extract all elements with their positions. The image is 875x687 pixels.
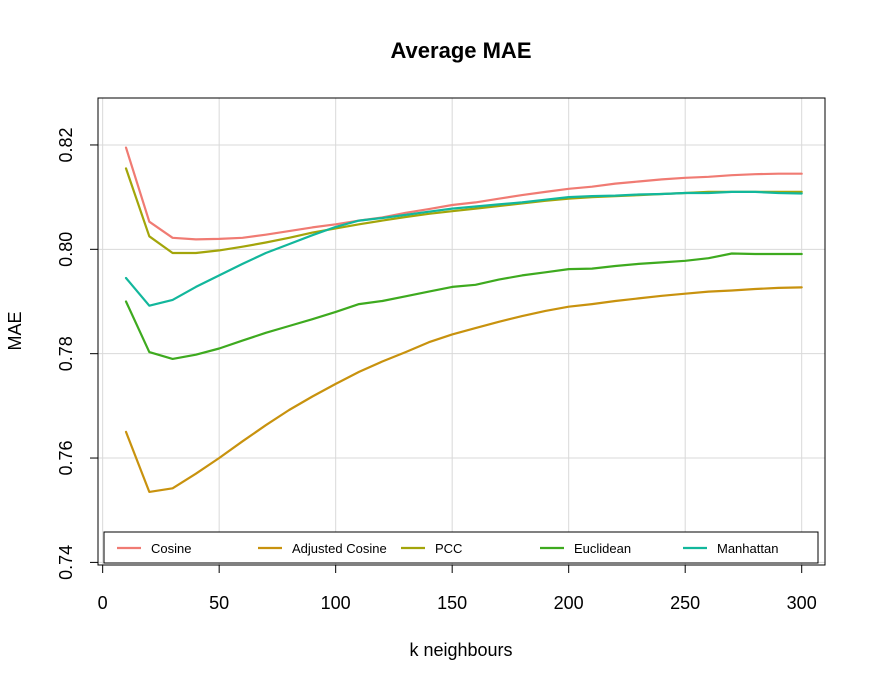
series-line-cosine — [124, 146, 803, 241]
y-tick-label-0: 0.74 — [56, 545, 76, 580]
x-tick-label-4: 200 — [554, 593, 584, 613]
x-tick-label-0: 0 — [98, 593, 108, 613]
y-tick-label-3: 0.80 — [56, 232, 76, 267]
x-tick-label-1: 50 — [209, 593, 229, 613]
series-lines — [124, 146, 803, 493]
legend-box — [103, 531, 819, 564]
y-tick-label-1: 0.76 — [56, 440, 76, 475]
legend-label-manhattan: Manhattan — [717, 541, 778, 556]
x-tick-label-2: 100 — [321, 593, 351, 613]
legend-label-euclidean: Euclidean — [574, 541, 631, 556]
x-axis-label: k neighbours — [409, 640, 512, 660]
y-axis-label: MAE — [5, 311, 25, 350]
legend-label-pcc: PCC — [435, 541, 462, 556]
x-axis: 0 50 100 150 200 250 300 — [98, 564, 817, 613]
chart-title: Average MAE — [390, 38, 531, 63]
y-tick-label-2: 0.78 — [56, 336, 76, 371]
y-tick-label-4: 0.82 — [56, 127, 76, 162]
x-tick-label-5: 250 — [670, 593, 700, 613]
series-line-manhattan — [124, 190, 803, 307]
y-axis: 0.74 0.76 0.78 0.80 0.82 — [56, 127, 99, 580]
series-line-euclidean — [124, 252, 803, 360]
legend-label-cosine: Cosine — [151, 541, 191, 556]
legend: Cosine Adjusted Cosine PCC Euclidean Manhatt… — [103, 531, 819, 564]
series-line-adjusted-cosine — [124, 286, 803, 493]
x-tick-label-3: 150 — [437, 593, 467, 613]
series-line-pcc — [124, 167, 803, 255]
legend-label-adjusted-cosine: Adjusted Cosine — [292, 541, 387, 556]
x-tick-label-6: 300 — [787, 593, 817, 613]
